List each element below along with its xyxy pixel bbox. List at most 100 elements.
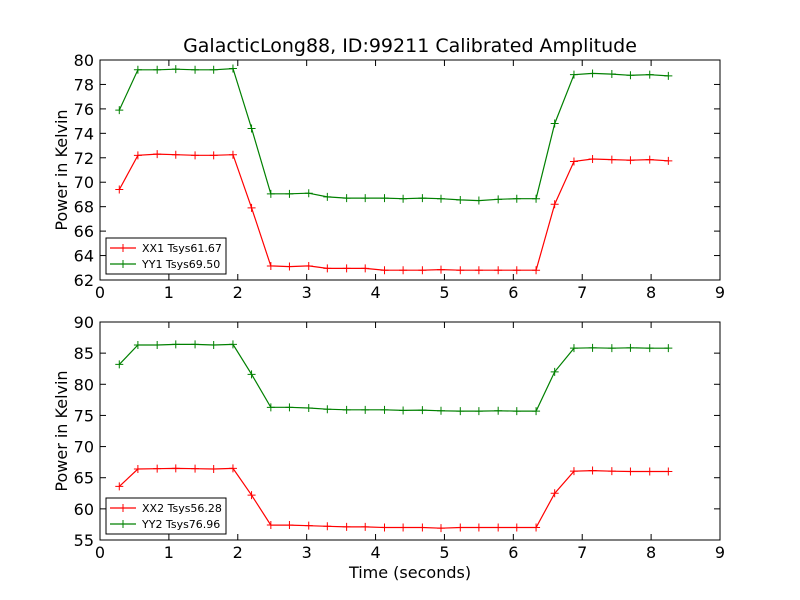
data-point-marker xyxy=(512,523,521,532)
data-point-marker xyxy=(285,521,294,530)
data-point-marker xyxy=(645,70,654,79)
data-point-marker xyxy=(380,266,389,275)
legend-box xyxy=(105,497,227,535)
data-point-marker xyxy=(361,522,370,531)
data-point-marker xyxy=(153,341,162,350)
data-point-marker xyxy=(361,194,370,203)
x-tick-label: 5 xyxy=(439,543,449,562)
x-tick-label: 0 xyxy=(95,283,105,302)
x-tick-label: 2 xyxy=(233,283,243,302)
data-point-marker xyxy=(380,523,389,532)
data-point-marker xyxy=(418,266,427,275)
data-point-marker xyxy=(418,194,427,203)
x-tick-label: 1 xyxy=(164,283,174,302)
data-point-marker xyxy=(285,262,294,271)
data-point-marker xyxy=(247,124,256,133)
x-tick-label: 9 xyxy=(715,283,725,302)
data-point-marker xyxy=(626,156,635,165)
data-point-marker xyxy=(153,150,162,159)
data-point-marker xyxy=(266,189,275,198)
data-point-marker xyxy=(569,344,578,353)
data-point-marker xyxy=(607,344,616,353)
data-point-marker xyxy=(209,151,218,160)
data-point-marker xyxy=(664,344,673,353)
x-tick-label: 2 xyxy=(233,543,243,562)
data-point-marker xyxy=(626,467,635,476)
data-point-marker xyxy=(323,522,332,531)
legend-marker xyxy=(119,520,127,528)
x-tick-label: 0 xyxy=(95,543,105,562)
y-tick-label: 85 xyxy=(74,344,94,363)
y-tick-label: 78 xyxy=(74,75,94,94)
y-tick-label: 80 xyxy=(74,375,94,394)
data-point-marker xyxy=(228,150,237,159)
data-point-marker xyxy=(437,194,445,203)
data-point-marker xyxy=(171,340,180,349)
data-point-marker xyxy=(361,405,370,414)
data-point-marker xyxy=(115,185,124,194)
data-point-marker xyxy=(342,264,351,273)
data-point-marker xyxy=(228,464,237,473)
data-point-marker xyxy=(115,106,124,115)
data-point-marker xyxy=(645,344,654,353)
x-tick-label: 9 xyxy=(715,543,725,562)
data-point-marker xyxy=(532,523,541,532)
y-tick-label: 66 xyxy=(74,222,94,241)
y-tick-label: 90 xyxy=(74,313,94,332)
data-point-marker xyxy=(512,194,521,203)
data-point-marker xyxy=(607,70,616,79)
data-point-marker xyxy=(133,151,142,160)
data-point-marker xyxy=(228,340,237,349)
data-point-marker xyxy=(153,65,162,74)
data-point-marker xyxy=(569,70,578,79)
data-point-marker xyxy=(380,405,389,414)
data-point-marker xyxy=(115,360,124,369)
y-tick-label: 70 xyxy=(74,173,94,192)
data-point-marker xyxy=(191,151,200,160)
data-point-marker xyxy=(456,407,465,416)
data-point-marker xyxy=(285,403,294,412)
legend-label: YY1 Tsys69.50 xyxy=(141,258,220,271)
data-point-marker xyxy=(304,403,313,412)
x-tick-label: 8 xyxy=(646,283,656,302)
data-point-marker xyxy=(266,261,275,270)
y-tick-label: 76 xyxy=(74,100,94,119)
data-point-marker xyxy=(532,407,541,416)
data-point-marker xyxy=(607,155,616,164)
y-tick-label: 74 xyxy=(74,124,94,143)
y-tick-label: 65 xyxy=(74,469,94,488)
data-point-marker xyxy=(418,523,427,532)
data-point-marker xyxy=(342,522,351,531)
x-tick-label: 1 xyxy=(164,543,174,562)
data-point-marker xyxy=(323,405,332,414)
data-point-marker xyxy=(437,406,445,415)
y-tick-label: 80 xyxy=(74,51,94,70)
legend: XX1 Tsys61.67 YY1 Tsys69.50 xyxy=(105,237,227,275)
data-point-marker xyxy=(133,341,142,350)
data-point-marker xyxy=(494,406,503,415)
data-point-marker xyxy=(569,467,578,476)
data-point-marker xyxy=(228,64,237,73)
data-point-marker xyxy=(550,200,559,209)
y-tick-label: 70 xyxy=(74,438,94,457)
data-point-marker xyxy=(209,341,218,350)
x-tick-label: 4 xyxy=(370,543,380,562)
data-point-marker xyxy=(664,71,673,80)
x-axis-label: Time (seconds) xyxy=(348,563,471,582)
y-tick-label: 72 xyxy=(74,149,94,168)
data-point-marker xyxy=(588,69,597,78)
y-tick-label: 68 xyxy=(74,198,94,217)
data-point-marker xyxy=(664,156,673,165)
subplot-2: 0 1 2 3 4 5 6 7 8 9 55 60 65 70 75 80 85 90 Power in Kelvi… xyxy=(52,313,725,582)
data-point-marker xyxy=(266,403,275,412)
chart-title: GalacticLong88, ID:99211 Calibrated Ampl… xyxy=(183,35,637,57)
y-tick-label: 55 xyxy=(74,531,94,550)
data-point-marker xyxy=(323,264,332,273)
y-tick-label: 60 xyxy=(74,500,94,519)
data-point-marker xyxy=(209,464,218,473)
data-point-marker xyxy=(399,406,408,415)
data-point-marker xyxy=(418,406,427,415)
data-point-marker xyxy=(494,195,503,204)
y-tick-label: 64 xyxy=(74,247,94,266)
